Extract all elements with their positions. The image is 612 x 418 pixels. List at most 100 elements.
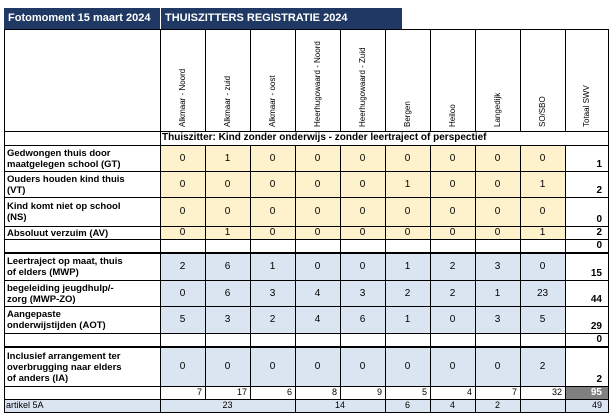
group1-sum: 0 — [596, 240, 602, 251]
row-total: 2 — [596, 227, 602, 238]
value-cell: 0 — [314, 261, 321, 272]
grid-line — [385, 29, 386, 131]
value-cell: 0 — [314, 361, 321, 372]
row-label-line: (NS) — [7, 212, 27, 223]
value-cell: 6 — [224, 287, 231, 299]
row-label-line: Aangepaste — [7, 309, 61, 320]
column-header-5: Bergen — [402, 101, 412, 127]
row-total: 0 — [596, 214, 602, 225]
section-title: Thuiszitter: Kind zonder onderwijs - zon… — [162, 132, 487, 143]
group1-row-label-2: Kind komt niet op school (NS) — [4, 198, 160, 226]
grid-line — [4, 306, 609, 307]
grid-line — [340, 29, 341, 131]
grid-line — [4, 29, 5, 412]
value-cell: 3 — [224, 314, 231, 325]
value-cell: 6 — [359, 314, 366, 325]
row-label-line: of anders (IA) — [7, 372, 69, 384]
snapshot-date-header: Fotomoment 15 maart 2024 — [4, 8, 160, 29]
value-cell: 0 — [359, 261, 366, 272]
grid-line — [608, 29, 609, 413]
column-header-7: Langedijk — [492, 92, 502, 127]
row-total: 29 — [590, 321, 602, 332]
value-cell: 0 — [179, 361, 186, 372]
row-label-line: begeleiding jeugdhulp/- — [7, 282, 114, 294]
value-cell: 0 — [179, 178, 186, 190]
grid-line — [295, 399, 296, 412]
value-cell: 0 — [494, 227, 501, 238]
value-cell: 0 — [179, 206, 186, 217]
group1-row-bg-0 — [160, 145, 565, 171]
column-total: 4 — [466, 387, 472, 397]
row-total: 2 — [596, 374, 602, 385]
value-cell: 2 — [449, 261, 456, 272]
grid-line — [430, 145, 431, 399]
group2-row-label-2: Aangepaste onderwijstijden (AOT) — [4, 307, 160, 333]
grid-line — [430, 399, 431, 412]
value-cell: 0 — [359, 227, 366, 238]
row-label-line: Absoluut verzuim (AV) — [7, 227, 109, 239]
grid-line — [250, 29, 251, 131]
group2-row-bg-0 — [160, 253, 565, 280]
value-cell: 0 — [494, 152, 501, 164]
grand-total: 95 — [565, 386, 608, 399]
group1-row-label-1: Ouders houden kind thuis (VT) — [4, 172, 160, 197]
grid-line — [385, 399, 386, 412]
column-header-1: Alkmaar - zuid — [222, 75, 232, 127]
value-cell: 0 — [269, 361, 276, 372]
value-cell: 3 — [269, 287, 276, 299]
value-cell: 1 — [539, 178, 546, 190]
footer-merged-value: 6 — [404, 400, 410, 410]
grid-line — [385, 145, 386, 399]
value-cell: 1 — [404, 261, 411, 272]
grid-line — [430, 29, 431, 131]
grid-line — [4, 386, 609, 387]
group3-row-label-0: Inclusief arrangement ter overbrugging na… — [4, 348, 160, 386]
column-total: 32 — [551, 387, 562, 397]
value-cell: 0 — [449, 206, 456, 217]
grid-line — [520, 399, 521, 412]
grid-line — [520, 145, 521, 399]
value-cell: 3 — [494, 314, 501, 325]
value-cell: 3 — [359, 287, 366, 299]
value-cell: 1 — [269, 261, 276, 272]
column-total: 17 — [236, 387, 247, 397]
group1-row-bg-2 — [160, 197, 565, 226]
grid-line — [4, 412, 609, 413]
row-total: 2 — [596, 185, 602, 196]
footer-merged-value: 2 — [494, 400, 500, 410]
value-cell: 0 — [359, 206, 366, 217]
value-cell: 0 — [449, 178, 456, 190]
grid-line — [4, 399, 609, 400]
column-header-2: Alkmaar - oost — [267, 75, 277, 127]
row-label-line: of elders (MWP) — [7, 267, 79, 278]
value-cell: 2 — [539, 361, 546, 372]
group2-row-label-1: begeleiding jeugdhulp/- zorg (MWP-ZO) — [4, 281, 160, 306]
value-cell: 0 — [314, 206, 321, 217]
value-cell: 23 — [536, 287, 549, 299]
group1-row-label-3: Absoluut verzuim (AV) — [4, 227, 160, 239]
column-header-6: Heiloo — [447, 104, 457, 127]
grid-line — [4, 29, 609, 30]
group2-sum: 0 — [596, 334, 602, 345]
value-cell: 4 — [314, 314, 321, 325]
grid-line — [4, 226, 609, 227]
grid-line — [4, 131, 609, 132]
value-cell: 2 — [449, 287, 456, 299]
value-cell: 0 — [224, 178, 231, 190]
grid-line — [295, 145, 296, 399]
row-total: 1 — [596, 159, 602, 170]
row-label-line: Kind komt niet op school — [7, 201, 121, 212]
column-total: 9 — [376, 387, 382, 397]
footer-merged-value: 23 — [222, 400, 233, 410]
column-total: 6 — [286, 387, 292, 397]
value-cell: 0 — [314, 152, 321, 164]
grid-line — [565, 145, 566, 399]
group1-row-bg-3 — [160, 226, 565, 239]
row-total: 44 — [590, 294, 602, 305]
value-cell: 0 — [314, 178, 321, 190]
grid-line — [4, 253, 609, 254]
value-cell: 0 — [539, 261, 546, 272]
row-label-line: zorg (MWP-ZO) — [7, 293, 76, 305]
column-header-4: Heerhugowaard - Zuid — [357, 47, 367, 127]
grid-line — [4, 346, 609, 347]
